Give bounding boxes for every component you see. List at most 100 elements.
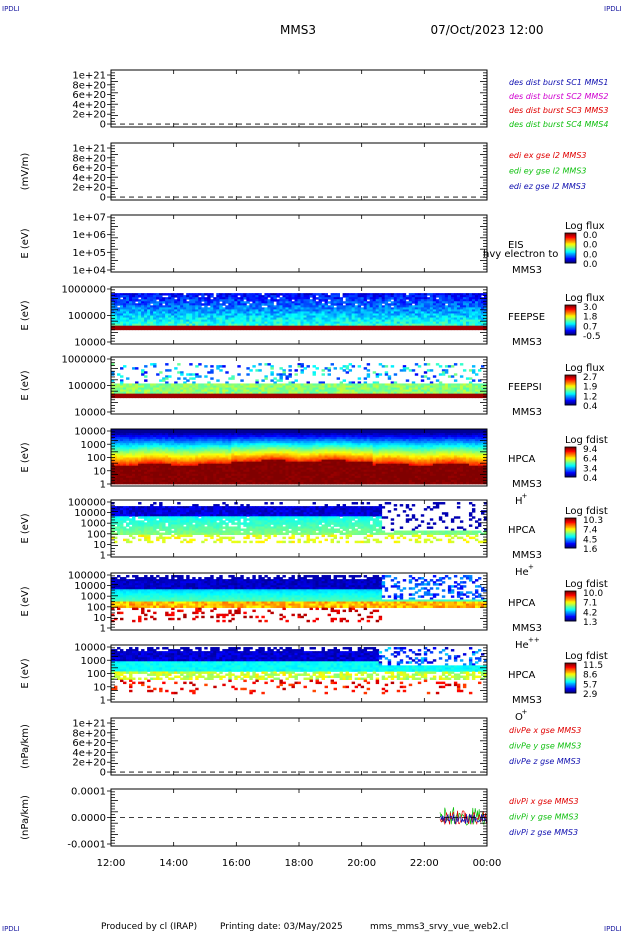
spectrogram-cell [360, 295, 365, 298]
spectrogram-cell [117, 481, 121, 485]
spectrogram-cell [396, 307, 401, 310]
spectrogram-cell [339, 297, 344, 300]
spectrogram-cell [228, 305, 232, 308]
spectrogram-cell [288, 309, 292, 312]
spectrogram-cell [144, 327, 148, 331]
spectrogram-cell [399, 393, 404, 397]
spectrogram-cell [417, 307, 422, 310]
spectrogram-cell [396, 305, 401, 308]
spectrogram-cell [237, 469, 241, 473]
spectrogram-cell [423, 387, 428, 390]
spectrogram-cell [480, 383, 485, 386]
spectrogram-cell [363, 323, 368, 327]
spectrogram-cell [330, 307, 334, 310]
spectrogram-cell [285, 395, 289, 399]
spectrogram-cell [135, 461, 139, 465]
spectrogram-cell [222, 309, 226, 312]
spectrogram-cell [234, 311, 238, 314]
spectrogram-cell [156, 307, 160, 310]
spectrogram-cell [180, 395, 184, 399]
spectrogram-cell [144, 375, 148, 378]
spectrogram-cell [405, 307, 410, 310]
spectrogram-cell [348, 363, 353, 366]
spectrogram-cell [171, 447, 175, 450]
spectrogram-cell [240, 435, 244, 438]
y-tick-label: 2e+20 [72, 183, 106, 194]
spectrogram-cell [258, 297, 262, 300]
spectrogram-cell [414, 373, 419, 376]
spectrogram-cell [243, 313, 247, 316]
spectrogram-cell [444, 393, 449, 397]
spectrogram-cell [210, 463, 214, 467]
spectrogram-cell [432, 325, 437, 329]
spectrogram-cell [207, 465, 211, 469]
spectrogram-cell [165, 471, 169, 475]
spectrogram-cell [312, 385, 316, 388]
spectrogram-cell [225, 307, 229, 310]
spectrogram-cell [183, 317, 187, 320]
y-tick-label: 0 [100, 120, 106, 131]
spectrogram-cell [396, 301, 401, 304]
spectrogram-cell [180, 307, 184, 310]
spectrogram-cell [375, 391, 380, 395]
spectrogram-cell [111, 433, 115, 436]
spectrogram-cell [393, 383, 398, 386]
spectrogram-cell [150, 451, 154, 454]
spectrogram-cell [363, 293, 368, 296]
y-axis-label: E (eV) [20, 300, 31, 330]
spectrogram-cell [372, 389, 377, 393]
spectrogram-cell [477, 317, 482, 320]
spectrogram-cell [327, 297, 331, 300]
spectrogram-cell [408, 319, 413, 323]
spectrogram-cell [204, 315, 208, 318]
spectrogram-cell [213, 297, 217, 300]
spectrogram-cell [378, 305, 383, 308]
spectrogram-cell [354, 383, 359, 386]
spectrogram-cell [402, 365, 407, 368]
spectrogram-cell [180, 317, 184, 320]
spectrogram-cell [180, 437, 184, 440]
spectrogram-cell [252, 477, 256, 481]
spectrogram-cell [339, 313, 344, 316]
spectrogram-cell [180, 443, 184, 446]
spectrogram-cell [288, 303, 292, 306]
spectrogram-cell [186, 313, 190, 316]
spectrogram-cell [462, 325, 467, 329]
spectrogram-cell [351, 303, 356, 306]
spectrogram-cell [180, 449, 184, 452]
spectrogram-cell [246, 373, 250, 376]
colorbar-segment [565, 322, 576, 325]
spectrogram-cell [312, 391, 316, 395]
spectrogram-cell [159, 429, 163, 432]
spectrogram-cell [117, 445, 121, 448]
spectrogram-cell [204, 449, 208, 452]
spectrogram-cell [384, 293, 389, 296]
spectrogram-cell [162, 435, 166, 438]
spectrogram-cell [177, 463, 181, 467]
spectrogram-cell [225, 295, 229, 298]
spectrogram-cell [267, 321, 271, 325]
spectrogram-cell [192, 391, 196, 395]
spectrogram-cell [204, 303, 208, 306]
spectrogram-cell [180, 323, 184, 327]
spectrogram-cell [240, 465, 244, 469]
spectrogram-cell [138, 449, 142, 452]
spectrogram-cell [111, 293, 115, 296]
spectrogram-cell [138, 443, 142, 446]
spectrogram-cell [204, 453, 208, 456]
spectrogram-cell [447, 395, 452, 399]
spectrogram-cell [210, 319, 214, 323]
spectrogram-cell [186, 469, 190, 473]
spectrogram-cell [285, 387, 289, 390]
spectrogram-cell [306, 297, 310, 300]
spectrogram-cell [414, 293, 419, 296]
spectrogram-cell [345, 301, 350, 304]
spectrogram-cell [207, 475, 211, 479]
spectrogram-cell [402, 309, 407, 312]
spectrogram-cell [201, 431, 205, 434]
spectrogram-cell [453, 297, 458, 300]
spectrogram-cell [372, 391, 377, 395]
spectrogram-cell [309, 307, 313, 310]
spectrogram-cell [372, 295, 377, 298]
spectrogram-cell [408, 297, 413, 300]
